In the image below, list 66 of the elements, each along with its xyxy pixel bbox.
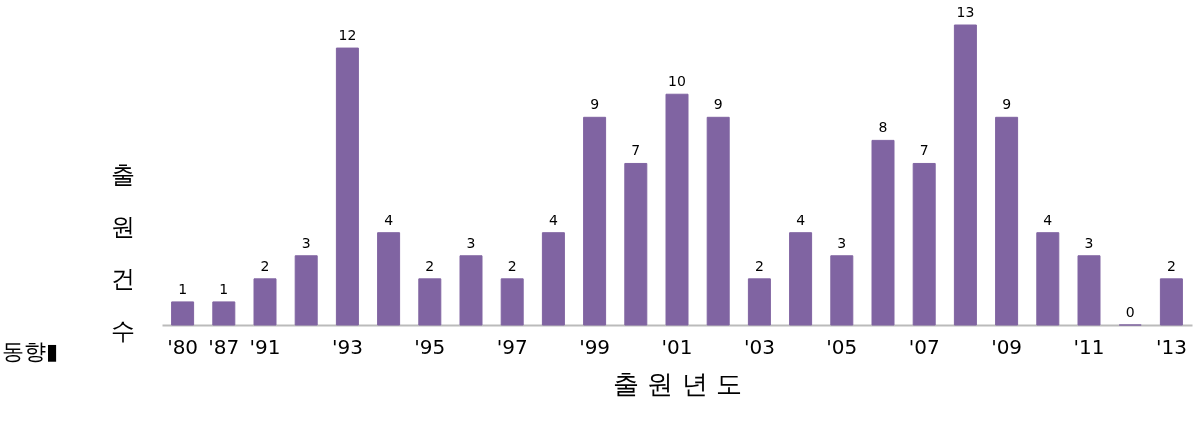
x-tick-label: '07: [908, 334, 940, 359]
y-axis-title: 출원건수: [110, 160, 135, 345]
x-tick-label: '99: [579, 334, 611, 359]
bar: [171, 301, 195, 326]
bar: [253, 278, 277, 326]
data-label: 4: [796, 211, 806, 228]
data-label: 1: [219, 280, 229, 297]
data-label: 3: [301, 234, 311, 251]
bar: [459, 255, 483, 326]
x-tick-label: '09: [991, 334, 1023, 359]
data-label: 2: [507, 257, 517, 274]
data-label: 3: [837, 234, 847, 251]
data-label: 7: [919, 142, 929, 159]
bar: [624, 162, 648, 326]
bar: [1159, 278, 1183, 326]
bar: [418, 278, 442, 326]
x-axis-title: 출 원 년 도: [613, 368, 742, 399]
bar: [377, 232, 401, 326]
data-label: 4: [548, 211, 558, 228]
data-label: 9: [1002, 96, 1012, 113]
x-tick-label: '97: [496, 334, 528, 359]
bar: [583, 116, 607, 326]
bar: [830, 255, 854, 326]
data-label: 8: [878, 119, 888, 136]
bar: [706, 116, 730, 326]
data-label: 13: [956, 4, 975, 20]
x-tick-label: '80: [167, 334, 199, 359]
data-label: 12: [338, 27, 357, 44]
x-tick-label: '01: [661, 334, 693, 359]
bar: [212, 301, 236, 326]
data-label: 0: [1125, 304, 1135, 320]
text: 동향▮: [2, 339, 59, 364]
x-tick-label: '05: [826, 334, 858, 359]
data-label: 1: [178, 280, 188, 297]
data-label: 2: [260, 257, 270, 274]
data-label: 2: [1166, 257, 1176, 274]
data-label: 9: [713, 96, 723, 113]
data-label: 4: [1043, 211, 1053, 228]
bar: [541, 232, 565, 326]
bar: [294, 255, 318, 326]
bar: [871, 139, 895, 326]
data-label: 2: [425, 257, 435, 274]
x-tick-label: '87: [208, 334, 240, 359]
bar: [789, 232, 813, 326]
bar: [500, 278, 524, 326]
data-label: 3: [466, 234, 476, 251]
data-label: 3: [1084, 234, 1094, 251]
bar: [953, 24, 977, 326]
x-tick-label: '13: [1155, 334, 1187, 359]
bar: [665, 93, 689, 326]
data-label: 2: [754, 257, 764, 274]
bar: [1036, 232, 1060, 326]
bar: [747, 278, 771, 326]
bar: [912, 162, 936, 326]
x-tick-label: '03: [743, 334, 775, 359]
data-label: 10: [668, 73, 686, 90]
data-label: 7: [631, 142, 641, 159]
bar: [335, 47, 359, 326]
bar: [1077, 255, 1101, 326]
x-tick-label: '11: [1073, 334, 1105, 359]
x-tick-label: '91: [249, 334, 281, 359]
data-label: 4: [384, 211, 394, 228]
bar: [995, 116, 1019, 326]
data-label: 9: [590, 96, 600, 113]
x-tick-label: '93: [331, 334, 363, 359]
x-tick-label: '95: [414, 334, 446, 359]
